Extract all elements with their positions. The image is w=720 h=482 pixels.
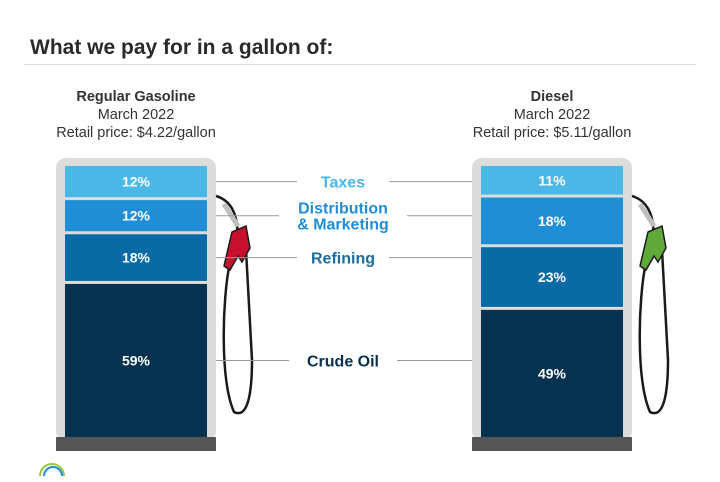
diesel-bar-refining	[481, 247, 623, 307]
diesel-price: Retail price: $5.11/gallon	[472, 125, 632, 141]
diesel-label-refining: 23%	[538, 269, 567, 285]
gasoline-header: Regular Gasoline March 2022 Retail price…	[16, 88, 256, 142]
component-label-refining: Refining	[311, 251, 375, 268]
regular-gasoline-bar-refining	[65, 234, 207, 281]
regular-gasoline-label-refining: 18%	[122, 250, 151, 266]
regular-gasoline-label-crude-oil: 59%	[122, 352, 151, 368]
diesel-label-crude-oil: 49%	[538, 365, 567, 381]
regular-gasoline-bar-crude-oil	[65, 283, 207, 437]
diesel-name: Diesel	[530, 89, 574, 105]
gasoline-date: March 2022	[97, 107, 175, 123]
diesel-pump-base	[472, 437, 632, 451]
regular-gasoline-pump-base	[56, 437, 216, 451]
regular-gasoline-label-taxes: 12%	[122, 174, 151, 190]
diesel-label-taxes: 11%	[538, 172, 566, 188]
component-label-crude-oil: Crude Oil	[307, 353, 379, 370]
logo-icon	[39, 463, 65, 477]
title-divider	[24, 64, 696, 65]
diesel-header: Diesel March 2022 Retail price: $5.11/ga…	[432, 88, 672, 142]
regular-gasoline-label-distribution-marketing: 12%	[122, 208, 151, 224]
diesel-label-distribution-marketing: 18%	[538, 213, 567, 229]
regular-gasoline-nozzle-icon	[223, 224, 251, 272]
regular-gasoline-bar-taxes	[65, 166, 207, 198]
diesel-nozzle-icon	[639, 224, 667, 272]
regular-gasoline-bar-distribution-marketing	[65, 200, 207, 232]
gasoline-name: Regular Gasoline	[76, 89, 196, 105]
diesel-bar-distribution-marketing	[481, 197, 623, 245]
regular-gasoline-hose-sleeve	[221, 202, 241, 228]
component-label-taxes: Taxes	[321, 175, 365, 192]
diesel-bar-crude-oil	[481, 309, 623, 437]
gasoline-price: Retail price: $4.22/gallon	[56, 125, 216, 141]
component-label-distribution-marketing: Distribution & Marketing	[297, 201, 389, 234]
diesel-date: March 2022	[513, 107, 591, 123]
diesel-bar-taxes	[481, 166, 623, 195]
page-title: What we pay for in a gallon of:	[30, 36, 334, 59]
diesel-hose-sleeve	[637, 202, 657, 228]
